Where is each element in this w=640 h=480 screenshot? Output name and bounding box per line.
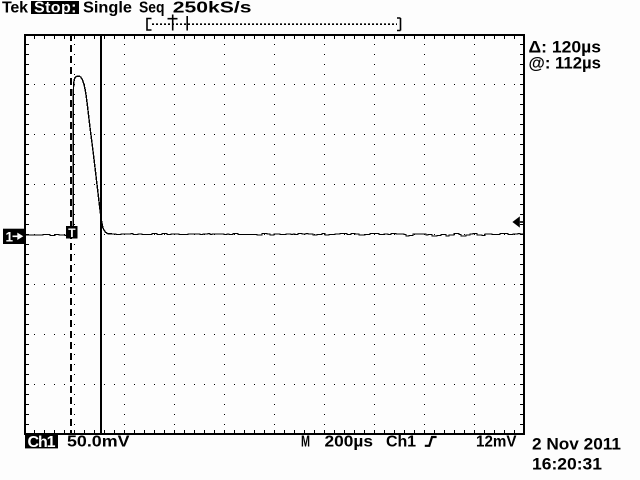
svg-text:200µs: 200µs [325, 434, 374, 451]
svg-text:12mV: 12mV [476, 434, 517, 451]
svg-text:1: 1 [6, 230, 14, 245]
svg-text:16:20:31: 16:20:31 [532, 455, 602, 473]
svg-text:Tek: Tek [2, 0, 28, 17]
svg-text:M: M [301, 434, 310, 451]
svg-text:T: T [68, 226, 76, 240]
svg-text:Ch1: Ch1 [386, 434, 416, 451]
svg-text:Single: Single [83, 0, 132, 17]
svg-text:250kS/s: 250kS/s [173, 0, 252, 17]
svg-text:Δ: 120µs: Δ: 120µs [529, 39, 602, 57]
svg-text:2 Nov 2011: 2 Nov 2011 [532, 436, 621, 454]
svg-text:Seq: Seq [139, 0, 165, 17]
svg-text:Ch1: Ch1 [28, 434, 56, 451]
svg-text:Stop:: Stop: [34, 0, 77, 17]
svg-text:50.0mV: 50.0mV [67, 434, 130, 451]
svg-text:@: 112µs: @: 112µs [529, 55, 602, 73]
